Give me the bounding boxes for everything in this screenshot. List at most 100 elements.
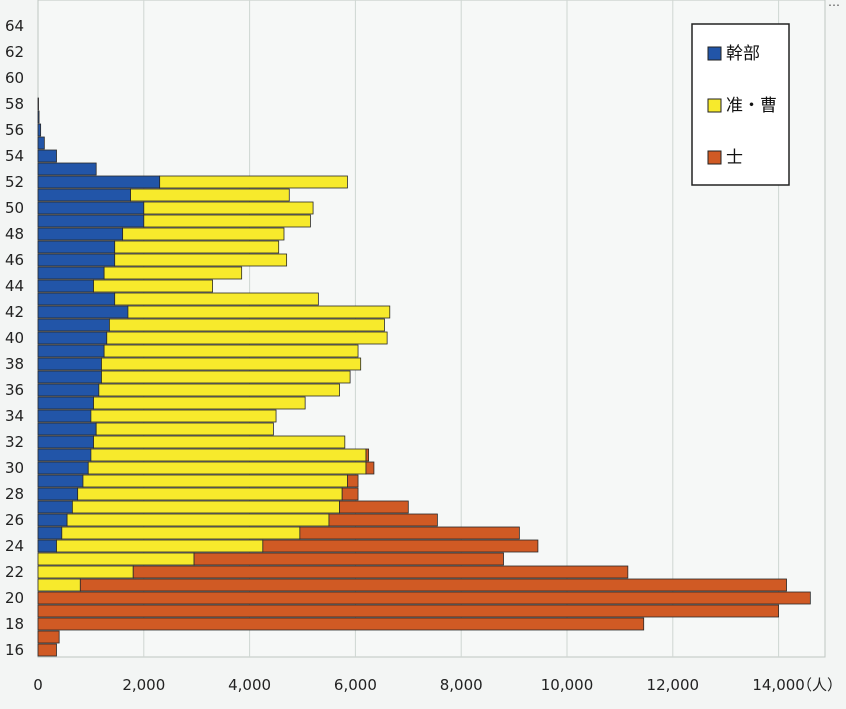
bar-junsou-age-36 bbox=[98, 383, 340, 397]
bar-kanbu-age-27 bbox=[37, 500, 73, 514]
y-tick-label-30: 30 bbox=[5, 459, 24, 477]
bar-junsou-age-33 bbox=[95, 422, 274, 436]
bar-junsou-age-22 bbox=[37, 565, 134, 579]
bar-kanbu-age-52 bbox=[37, 175, 161, 189]
bar-kanbu-age-24 bbox=[37, 539, 57, 553]
x-tick-label-12000: 12,000 bbox=[647, 676, 700, 694]
bar-kanbu-age-50 bbox=[37, 201, 145, 215]
bar-kanbu-age-35 bbox=[37, 396, 94, 410]
bar-kanbu-age-30 bbox=[37, 461, 89, 475]
bar-shi-age-31 bbox=[365, 448, 370, 462]
y-tick-label-24: 24 bbox=[5, 537, 24, 555]
y-tick-label-34: 34 bbox=[5, 407, 24, 425]
bar-junsou-age-27 bbox=[71, 500, 340, 514]
y-tick-label-54: 54 bbox=[5, 147, 24, 165]
bar-junsou-age-29 bbox=[82, 474, 348, 488]
y-tick-label-44: 44 bbox=[5, 277, 24, 295]
legend-swatch-shi bbox=[707, 150, 722, 165]
bar-shi-age-23 bbox=[193, 552, 504, 566]
bar-junsou-age-30 bbox=[87, 461, 367, 475]
bar-junsou-age-51 bbox=[130, 188, 290, 202]
legend-label-kanbu: 幹部 bbox=[726, 43, 760, 64]
x-unit-label: （人） bbox=[797, 676, 842, 694]
y-tick-label-16: 16 bbox=[5, 641, 24, 659]
bar-junsou-age-32 bbox=[93, 435, 346, 449]
y-tick-label-52: 52 bbox=[5, 173, 24, 191]
y-tick-label-18: 18 bbox=[5, 615, 24, 633]
bar-shi-age-22 bbox=[132, 565, 629, 579]
bar-junsou-age-50 bbox=[143, 201, 314, 215]
bar-kanbu-age-47 bbox=[37, 240, 116, 254]
bar-junsou-age-37 bbox=[101, 370, 351, 384]
y-tick-label-56: 56 bbox=[5, 121, 24, 139]
y-tick-label-58: 58 bbox=[5, 95, 24, 113]
bar-kanbu-age-26 bbox=[37, 513, 68, 527]
bar-kanbu-age-58 bbox=[37, 97, 39, 111]
bar-junsou-age-52 bbox=[159, 175, 348, 189]
bar-junsou-age-45 bbox=[103, 266, 243, 280]
bar-shi-age-28 bbox=[341, 487, 359, 501]
bar-kanbu-age-31 bbox=[37, 448, 92, 462]
y-tick-label-48: 48 bbox=[5, 225, 24, 243]
y-tick-label-28: 28 bbox=[5, 485, 24, 503]
bar-junsou-age-43 bbox=[114, 292, 319, 306]
bar-kanbu-age-48 bbox=[37, 227, 124, 241]
bar-kanbu-age-33 bbox=[37, 422, 97, 436]
x-tick-label-0: 0 bbox=[33, 676, 43, 694]
bar-kanbu-age-42 bbox=[37, 305, 129, 319]
y-tick-label-36: 36 bbox=[5, 381, 24, 399]
x-tick-label-10000: 10,000 bbox=[541, 676, 594, 694]
bar-shi-age-26 bbox=[328, 513, 438, 527]
bar-kanbu-age-28 bbox=[37, 487, 79, 501]
bar-kanbu-age-39 bbox=[37, 344, 105, 358]
y-tick-label-32: 32 bbox=[5, 433, 24, 451]
bar-shi-age-20 bbox=[37, 591, 811, 605]
y-tick-label-46: 46 bbox=[5, 251, 24, 269]
legend-swatch-junsou bbox=[707, 98, 722, 113]
bar-junsou-age-39 bbox=[103, 344, 359, 358]
y-axis-ticks: 16 18 20 22 24 26 28 30 32 34 36 38 40 42 44 46 48 50 52 54… bbox=[5, 17, 24, 659]
bar-shi-age-24 bbox=[262, 539, 539, 553]
x-tick-label-4000: 4,000 bbox=[228, 676, 271, 694]
bar-shi-age-17 bbox=[37, 630, 60, 644]
bar-kanbu-age-37 bbox=[37, 370, 102, 384]
bar-junsou-age-21 bbox=[37, 578, 81, 592]
bar-kanbu-age-25 bbox=[37, 526, 63, 540]
bar-kanbu-age-56 bbox=[37, 123, 42, 137]
bar-kanbu-age-51 bbox=[37, 188, 131, 202]
top-right-note: … bbox=[828, 0, 840, 9]
y-tick-label-40: 40 bbox=[5, 329, 24, 347]
bar-junsou-age-23 bbox=[37, 552, 195, 566]
bar-shi-age-18 bbox=[37, 617, 645, 631]
x-axis-ticks: 0 2,000 4,000 6,000 8,000 10,000 12,000 14,000 bbox=[33, 676, 805, 694]
bar-kanbu-age-55 bbox=[37, 136, 45, 150]
bar-shi-age-19 bbox=[37, 604, 779, 618]
bar-junsou-age-49 bbox=[143, 214, 311, 228]
bar-kanbu-age-40 bbox=[37, 331, 108, 345]
bar-shi-age-27 bbox=[339, 500, 409, 514]
bar-junsou-age-46 bbox=[114, 253, 288, 267]
y-tick-label-42: 42 bbox=[5, 303, 24, 321]
bar-junsou-age-26 bbox=[66, 513, 330, 527]
bar-junsou-age-28 bbox=[77, 487, 343, 501]
bar-kanbu-age-57 bbox=[37, 110, 40, 124]
bar-kanbu-age-49 bbox=[37, 214, 145, 228]
x-tick-label-2000: 2,000 bbox=[122, 676, 165, 694]
bar-junsou-age-40 bbox=[106, 331, 388, 345]
bar-junsou-age-34 bbox=[90, 409, 277, 423]
y-tick-label-50: 50 bbox=[5, 199, 24, 217]
y-tick-label-20: 20 bbox=[5, 589, 24, 607]
legend-label-junsou: 准・曹 bbox=[726, 96, 777, 116]
bar-kanbu-age-41 bbox=[37, 318, 110, 332]
legend: 幹部 准・曹 士 bbox=[691, 23, 790, 186]
bar-kanbu-age-45 bbox=[37, 266, 105, 280]
bars-group bbox=[37, 97, 811, 657]
bar-junsou-age-42 bbox=[127, 305, 391, 319]
bar-kanbu-age-29 bbox=[37, 474, 84, 488]
bar-kanbu-age-34 bbox=[37, 409, 92, 423]
bar-shi-age-16 bbox=[37, 643, 57, 657]
bar-junsou-age-38 bbox=[101, 357, 362, 371]
bar-junsou-age-24 bbox=[56, 539, 264, 553]
bar-shi-age-25 bbox=[299, 526, 520, 540]
y-tick-label-26: 26 bbox=[5, 511, 24, 529]
